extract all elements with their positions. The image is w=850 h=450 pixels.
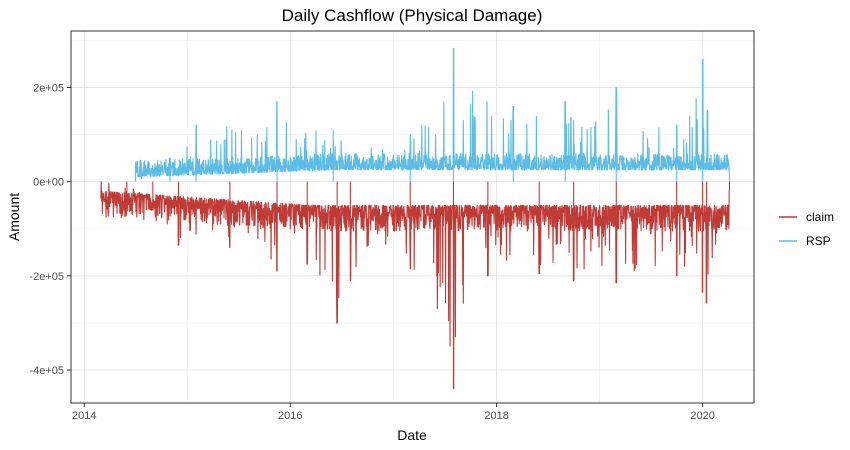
y-tick-label: -2e+05 [29,271,64,283]
y-tick-label: 0e+00 [33,177,64,189]
y-tick-label: -4e+05 [29,365,64,377]
x-tick-label: 2020 [690,410,714,422]
legend-label-claim: claim [806,210,834,224]
legend: claim RSP [779,210,834,248]
chart-title: Daily Cashflow (Physical Damage) [282,6,543,25]
grid-minor [71,31,754,403]
y-axis-title: Amount [6,193,22,241]
series-line-claim [100,181,730,390]
x-tick-label: 2018 [484,410,508,422]
y-tick-label: 2e+05 [33,83,64,95]
series-layer [100,47,730,390]
panel-border [70,30,755,404]
legend-label-rsp: RSP [806,234,831,248]
x-tick-label: 2016 [278,410,302,422]
x-tick-label: 2014 [72,410,96,422]
x-axis: 2014 2016 2018 2020 [72,403,715,422]
series-line-rsp [134,47,730,182]
y-axis: 2e+05 0e+00 -2e+05 -4e+05 [29,83,71,377]
x-axis-title: Date [397,427,427,443]
